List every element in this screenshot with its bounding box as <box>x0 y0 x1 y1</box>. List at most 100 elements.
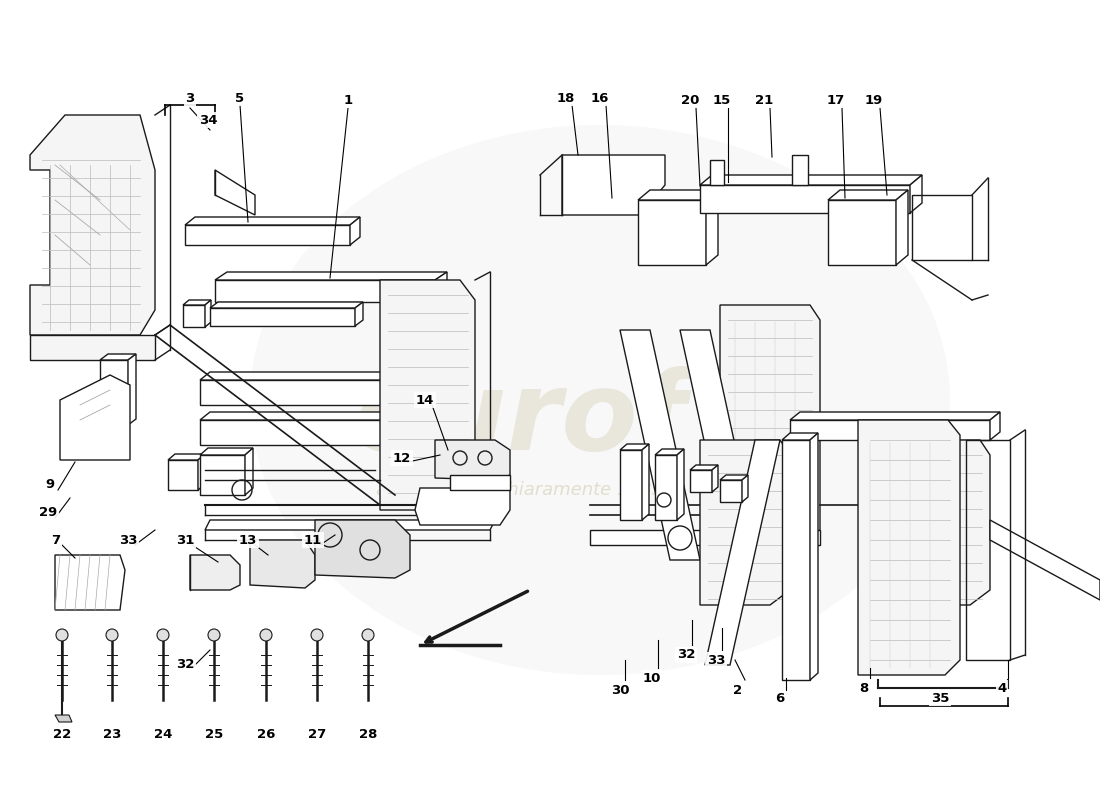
Polygon shape <box>858 420 960 675</box>
Text: 8: 8 <box>859 682 869 694</box>
Text: 4: 4 <box>998 682 1006 694</box>
Polygon shape <box>200 448 253 455</box>
Polygon shape <box>680 330 760 560</box>
Polygon shape <box>828 190 907 200</box>
Polygon shape <box>742 475 748 502</box>
Polygon shape <box>60 375 130 460</box>
Polygon shape <box>415 488 510 525</box>
Polygon shape <box>705 440 780 665</box>
Text: 32: 32 <box>676 649 695 662</box>
Polygon shape <box>710 160 724 185</box>
Polygon shape <box>792 155 808 185</box>
Text: 18: 18 <box>557 91 575 105</box>
Text: 23: 23 <box>102 729 121 742</box>
Polygon shape <box>214 280 434 302</box>
Text: eurof: eurof <box>353 366 688 474</box>
Polygon shape <box>379 280 475 510</box>
Text: 26: 26 <box>256 729 275 742</box>
Polygon shape <box>168 460 198 490</box>
Polygon shape <box>355 302 363 326</box>
Circle shape <box>208 629 220 641</box>
Text: a passion for chiaramente 1985: a passion for chiaramente 1985 <box>376 481 663 499</box>
Circle shape <box>362 629 374 641</box>
Text: 32: 32 <box>176 658 195 671</box>
Circle shape <box>260 629 272 641</box>
Polygon shape <box>210 308 355 326</box>
Text: 33: 33 <box>706 654 725 666</box>
Polygon shape <box>200 412 400 420</box>
Text: 12: 12 <box>393 451 411 465</box>
Polygon shape <box>896 190 907 265</box>
Polygon shape <box>200 420 390 445</box>
Text: 7: 7 <box>52 534 60 546</box>
Text: 22: 22 <box>53 729 72 742</box>
Polygon shape <box>676 449 684 520</box>
Polygon shape <box>205 520 495 530</box>
Polygon shape <box>620 330 700 560</box>
Polygon shape <box>30 115 155 335</box>
Polygon shape <box>55 555 125 610</box>
Polygon shape <box>990 520 1100 600</box>
Text: 3: 3 <box>186 91 195 105</box>
Text: 11: 11 <box>304 534 322 546</box>
Polygon shape <box>590 530 820 545</box>
Circle shape <box>311 629 323 641</box>
Polygon shape <box>350 217 360 245</box>
Text: 10: 10 <box>642 671 661 685</box>
Polygon shape <box>638 200 706 265</box>
Polygon shape <box>706 190 718 265</box>
Ellipse shape <box>250 125 950 675</box>
Polygon shape <box>100 360 128 425</box>
Polygon shape <box>654 455 676 520</box>
Text: 15: 15 <box>713 94 732 106</box>
Text: 14: 14 <box>416 394 434 406</box>
Polygon shape <box>250 540 315 588</box>
Text: 20: 20 <box>681 94 700 106</box>
Polygon shape <box>700 175 922 185</box>
Text: 9: 9 <box>45 478 55 491</box>
Text: 13: 13 <box>239 534 257 546</box>
Polygon shape <box>200 455 245 495</box>
Polygon shape <box>782 440 810 680</box>
Polygon shape <box>214 170 255 215</box>
Polygon shape <box>434 440 510 480</box>
Polygon shape <box>720 480 742 502</box>
Circle shape <box>106 629 118 641</box>
Polygon shape <box>245 448 253 495</box>
Text: 6: 6 <box>776 691 784 705</box>
Polygon shape <box>654 449 684 455</box>
Polygon shape <box>700 185 910 213</box>
Polygon shape <box>620 450 642 520</box>
Polygon shape <box>712 465 718 492</box>
Text: 2: 2 <box>734 683 742 697</box>
Polygon shape <box>55 715 72 722</box>
Text: 35: 35 <box>931 691 949 705</box>
Polygon shape <box>168 454 205 460</box>
Polygon shape <box>562 155 666 215</box>
Text: 34: 34 <box>199 114 218 126</box>
Text: 1: 1 <box>343 94 353 106</box>
Polygon shape <box>210 302 363 308</box>
Text: 17: 17 <box>827 94 845 106</box>
Polygon shape <box>315 520 410 578</box>
Polygon shape <box>638 190 718 200</box>
Polygon shape <box>700 440 790 605</box>
Text: 28: 28 <box>359 729 377 742</box>
Polygon shape <box>642 444 649 520</box>
Polygon shape <box>200 372 400 380</box>
Polygon shape <box>185 217 360 225</box>
Polygon shape <box>828 200 896 265</box>
Text: 21: 21 <box>755 94 773 106</box>
Polygon shape <box>214 272 447 280</box>
Text: 33: 33 <box>119 534 138 546</box>
Polygon shape <box>990 412 1000 440</box>
Polygon shape <box>190 555 240 590</box>
Polygon shape <box>100 354 136 360</box>
Polygon shape <box>690 470 712 492</box>
Polygon shape <box>910 175 922 213</box>
Polygon shape <box>128 354 136 425</box>
Polygon shape <box>205 300 211 327</box>
Text: 30: 30 <box>610 683 629 697</box>
Polygon shape <box>200 380 390 405</box>
Text: 27: 27 <box>308 729 326 742</box>
